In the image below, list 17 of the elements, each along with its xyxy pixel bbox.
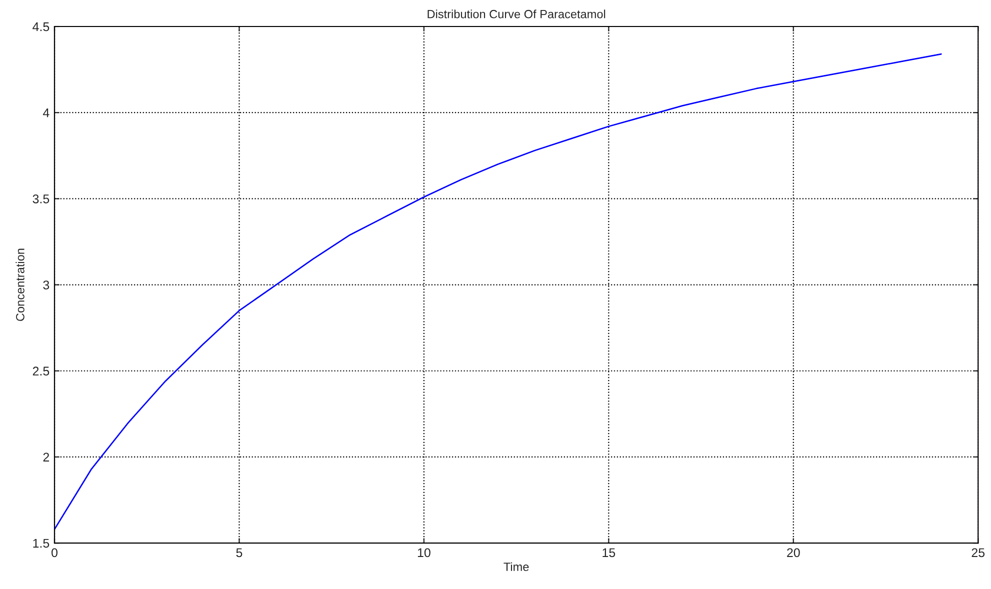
x-tick-label: 25 xyxy=(972,548,985,558)
chart-title: Distribution Curve Of Paracetamol xyxy=(428,10,606,18)
y-tick-label: 4.5 xyxy=(32,22,50,32)
x-tick-label: 10 xyxy=(418,548,430,558)
y-tick-label: 2.5 xyxy=(32,366,50,376)
y-axis-title: Concentration xyxy=(16,248,24,321)
x-axis-title: Time xyxy=(504,562,529,572)
x-tick-label: 5 xyxy=(236,548,242,558)
x-tick-label: 15 xyxy=(602,548,616,558)
y-tick-label: 2 xyxy=(43,452,50,462)
y-tick-label: 3 xyxy=(43,280,50,290)
y-tick-label: 3.5 xyxy=(32,194,50,204)
y-tick-label: 1.5 xyxy=(33,538,50,548)
y-tick-label: 4 xyxy=(42,108,50,118)
x-tick-label: 20 xyxy=(787,548,800,558)
x-tick-label: 0 xyxy=(52,548,58,558)
line-series xyxy=(54,53,942,530)
